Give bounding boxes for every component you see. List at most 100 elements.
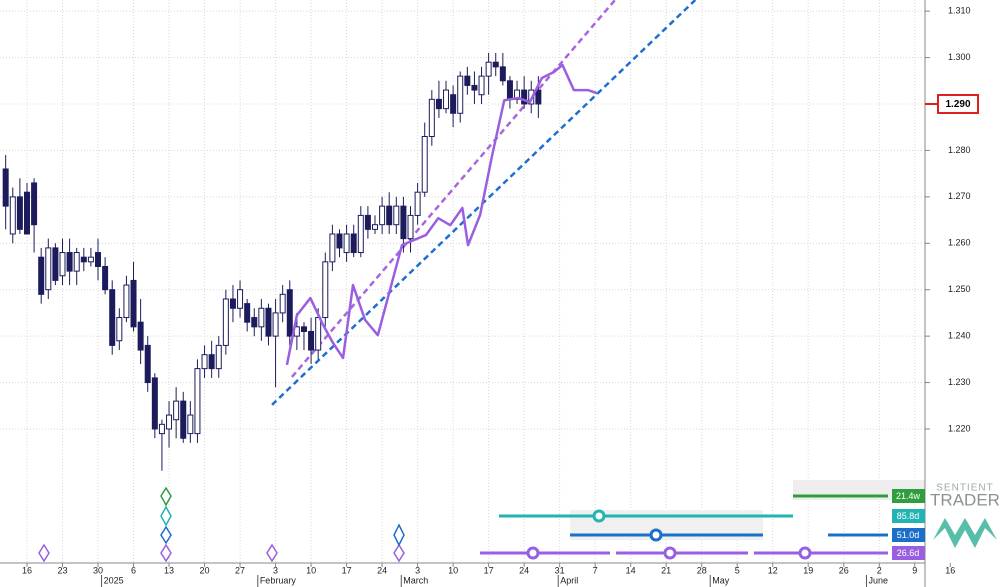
candle-body	[38, 256, 45, 295]
candle-body	[45, 247, 52, 291]
candle-body	[23, 191, 30, 235]
candle-body	[59, 252, 66, 277]
trend-line	[290, 0, 617, 378]
candle-body	[272, 312, 279, 337]
price-marker-label: 1.290	[945, 99, 970, 110]
cycle-label-box	[892, 489, 925, 503]
candle-body	[308, 330, 315, 351]
candle-body	[535, 89, 542, 105]
x-tick-label: 16	[945, 565, 955, 575]
candle-body	[350, 233, 357, 254]
x-tick-label: 24	[519, 565, 529, 575]
y-tick-label: 1.310	[948, 6, 971, 16]
forecast-line	[285, 63, 598, 366]
candle-body	[457, 75, 464, 114]
month-label: June	[868, 575, 888, 585]
x-tick-label: 12	[768, 565, 778, 575]
cycle-label: 26.6d	[897, 548, 920, 558]
y-tick-label: 1.230	[948, 377, 971, 387]
candle-body	[258, 307, 265, 328]
candle-body	[357, 214, 364, 254]
candle-body	[201, 354, 208, 370]
x-tick-label: 2	[877, 565, 882, 575]
candle-body	[428, 98, 435, 137]
candle-body	[364, 214, 371, 230]
candle-body	[421, 135, 428, 193]
cycle-label-box	[892, 528, 925, 542]
candle-body	[506, 80, 513, 100]
candle-body	[322, 261, 329, 319]
candle-body	[80, 256, 87, 263]
candle-body	[87, 256, 94, 263]
candle-body	[244, 303, 251, 323]
candle-body	[407, 214, 414, 240]
candle-body	[144, 344, 151, 384]
candle-body	[372, 224, 378, 230]
candle-body	[137, 321, 144, 351]
cycle-label: 85.8d	[897, 511, 920, 521]
candle-body	[208, 354, 215, 370]
x-tick-label: 21	[661, 565, 671, 575]
cycle-label: 51.0d	[897, 530, 920, 540]
candle-body	[443, 89, 450, 110]
y-tick-label: 1.270	[948, 191, 971, 201]
candle-body	[52, 247, 59, 281]
candle-body	[379, 205, 386, 226]
month-label: February	[260, 575, 297, 585]
y-tick-label: 1.250	[948, 284, 971, 294]
y-tick-label: 1.220	[948, 423, 971, 433]
candle-body	[464, 75, 471, 86]
candle-body	[158, 423, 165, 435]
candle-body	[336, 233, 343, 249]
candle-body	[102, 265, 109, 291]
x-tick-label: 14	[626, 565, 636, 575]
candle-body	[194, 368, 201, 435]
candle-body	[286, 289, 293, 337]
x-tick-label: 10	[448, 565, 458, 575]
x-tick-label: 23	[57, 565, 67, 575]
candle-body	[187, 414, 194, 435]
candle-body	[279, 293, 286, 314]
candle-body	[400, 205, 407, 240]
price-marker	[937, 93, 979, 114]
candle-body	[31, 182, 38, 226]
candle-body	[393, 205, 400, 226]
x-tick-label: 13	[164, 565, 174, 575]
candle-body	[180, 400, 187, 439]
candle-body	[95, 252, 102, 267]
logo-text: TRADER	[930, 490, 1000, 509]
candle-body	[265, 307, 272, 337]
candle-body	[329, 233, 336, 263]
candle-body	[123, 284, 130, 319]
x-tick-label: 19	[803, 565, 813, 575]
candle-body	[492, 61, 499, 68]
y-tick-label: 1.300	[948, 52, 971, 62]
logo: SENTIENT TRADER	[930, 483, 1000, 548]
x-tick-label: 10	[306, 565, 316, 575]
x-tick-label: 28	[697, 565, 707, 575]
candle-body	[229, 298, 236, 309]
x-tick-label: 31	[555, 565, 565, 575]
candle-body	[471, 84, 478, 91]
candle-body	[478, 75, 485, 96]
month-label: March	[403, 575, 428, 585]
candle-body	[237, 289, 244, 309]
candle-body	[450, 94, 457, 114]
candle-body	[222, 298, 229, 346]
x-tick-label: 3	[415, 565, 420, 575]
cycle-label-box	[892, 509, 925, 523]
candle-body	[386, 205, 393, 226]
y-tick-label: 1.280	[948, 145, 971, 155]
candle-body	[109, 289, 116, 346]
candle-body	[66, 252, 73, 272]
candle-body	[2, 168, 9, 207]
candle-body	[300, 326, 307, 332]
x-tick-label: 5	[735, 565, 740, 575]
candle-body	[151, 377, 158, 430]
candle-body	[166, 414, 173, 430]
x-tick-label: 17	[342, 565, 352, 575]
x-tick-label: 6	[131, 565, 136, 575]
x-tick-label: 30	[93, 565, 103, 575]
candle-body	[435, 98, 442, 110]
candle-body	[521, 89, 528, 105]
